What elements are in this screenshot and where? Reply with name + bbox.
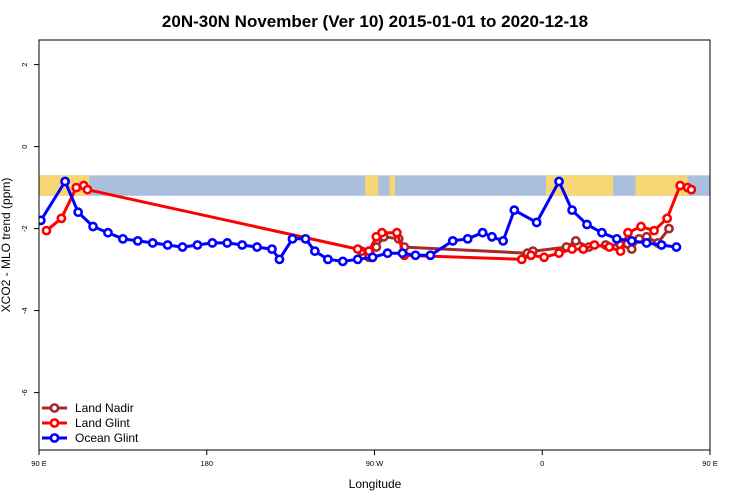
data-point xyxy=(352,244,363,254)
data-point xyxy=(611,233,622,244)
x-tick-label: 90 E xyxy=(702,459,717,468)
data-point xyxy=(337,256,348,267)
data-point xyxy=(570,235,581,246)
data-point xyxy=(71,182,82,193)
map-land xyxy=(365,175,379,196)
data-point xyxy=(162,240,173,250)
data-point xyxy=(498,235,509,246)
data-point xyxy=(73,207,84,218)
legend-marker xyxy=(49,418,60,428)
data-point xyxy=(82,184,93,195)
y-tick-label: 0 xyxy=(20,145,29,149)
data-point xyxy=(509,205,520,216)
data-point xyxy=(222,238,233,248)
data-point xyxy=(352,254,363,265)
data-point xyxy=(626,244,637,254)
legend-marker xyxy=(49,403,60,413)
data-point xyxy=(192,240,203,250)
data-point xyxy=(641,238,652,248)
legend-entry-label: Land Nadir xyxy=(75,401,134,415)
data-point xyxy=(662,213,673,224)
data-point xyxy=(656,240,667,250)
data-point xyxy=(567,205,577,216)
data-point xyxy=(207,238,218,248)
data-point xyxy=(554,176,564,187)
data-point xyxy=(56,213,67,224)
data-point xyxy=(567,244,577,254)
chart-title: 20N-30N November (Ver 10) 2015-01-01 to … xyxy=(162,12,588,31)
y-tick-label: 2 xyxy=(20,63,29,67)
data-point xyxy=(267,244,277,254)
data-point xyxy=(252,242,262,252)
legend-marker xyxy=(49,433,60,443)
data-point xyxy=(623,227,633,238)
data-point xyxy=(615,246,626,257)
y-axis: 2 0 -2 -4 -6 xyxy=(20,63,39,396)
data-point xyxy=(686,184,697,195)
data-point xyxy=(554,248,564,259)
data-point xyxy=(410,250,421,261)
data-point xyxy=(462,233,473,244)
data-point xyxy=(425,250,436,261)
y-tick-label: -6 xyxy=(20,389,29,396)
data-point xyxy=(596,227,607,238)
data-point xyxy=(397,248,408,259)
x-axis-label: Longitude xyxy=(349,477,402,491)
data-point xyxy=(664,223,674,234)
map-band xyxy=(39,175,710,196)
data-point xyxy=(377,227,387,238)
data-point xyxy=(39,215,46,226)
data-point xyxy=(604,242,615,252)
series-ocean-glint xyxy=(39,176,682,267)
data-point xyxy=(671,242,682,252)
data-point xyxy=(147,238,158,248)
x-tick-label: 90 E xyxy=(31,459,46,468)
y-tick-label: -4 xyxy=(20,307,29,314)
x-tick-label: 0 xyxy=(540,459,544,468)
x-tick-label: 90 W xyxy=(366,459,384,468)
x-tick-label: 180 xyxy=(200,459,213,468)
y-axis-label: XCO2 - MLO trend (ppm) xyxy=(0,178,13,313)
data-point xyxy=(309,246,320,257)
data-point xyxy=(237,240,248,250)
data-point xyxy=(371,242,382,252)
data-point xyxy=(526,250,536,261)
data-point xyxy=(177,242,188,252)
series-layer xyxy=(39,176,697,267)
data-point xyxy=(287,233,298,244)
data-point xyxy=(88,221,98,232)
data-point xyxy=(382,248,393,259)
map-land xyxy=(635,175,688,196)
data-point xyxy=(582,219,592,230)
data-point xyxy=(41,225,52,236)
data-point xyxy=(367,252,378,263)
data-point xyxy=(274,254,285,265)
data-point xyxy=(300,233,311,244)
legend-entry-label: Land Glint xyxy=(75,416,130,430)
data-point xyxy=(589,240,600,250)
data-point xyxy=(391,227,402,238)
data-point xyxy=(477,227,488,238)
data-point xyxy=(60,176,70,187)
data-point xyxy=(103,227,113,238)
data-point xyxy=(132,235,143,246)
data-point xyxy=(447,235,458,246)
data-point xyxy=(487,231,497,242)
data-point xyxy=(323,254,333,265)
data-point xyxy=(531,217,542,228)
map-land xyxy=(389,175,396,196)
y-tick-label: -2 xyxy=(20,225,29,232)
data-point xyxy=(649,225,659,236)
data-point xyxy=(675,180,686,191)
data-point xyxy=(539,252,550,263)
legend-entry-label: Ocean Glint xyxy=(75,431,139,445)
data-point xyxy=(636,221,646,232)
data-point xyxy=(516,254,527,265)
data-point xyxy=(117,233,128,244)
data-point xyxy=(578,244,589,254)
data-point xyxy=(626,235,637,246)
